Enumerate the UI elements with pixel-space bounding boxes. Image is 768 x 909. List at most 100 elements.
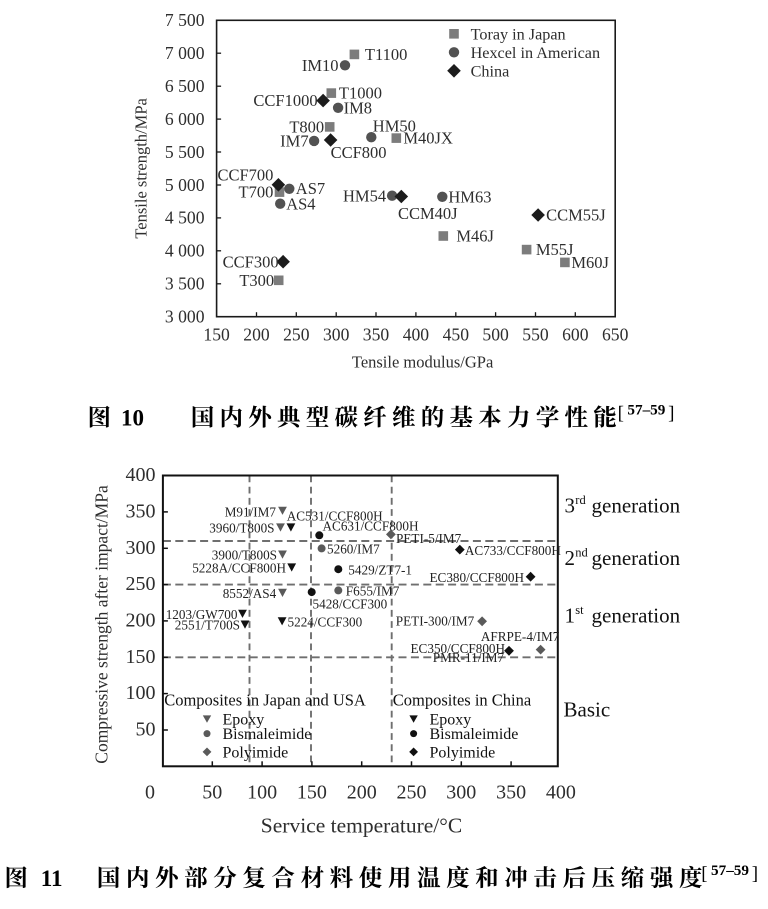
svg-text:150: 150 — [203, 325, 230, 345]
svg-text:100: 100 — [247, 782, 277, 804]
svg-text:200: 200 — [126, 610, 156, 632]
svg-text:1: 1 — [565, 604, 576, 628]
svg-text:IM8: IM8 — [344, 98, 372, 117]
svg-text:0: 0 — [145, 782, 155, 804]
svg-text:6 500: 6 500 — [165, 76, 205, 96]
svg-text:M46J: M46J — [456, 227, 494, 246]
svg-text:AS4: AS4 — [286, 194, 315, 213]
svg-text:st: st — [575, 603, 584, 617]
svg-text:T1000: T1000 — [339, 84, 382, 103]
svg-text:CCM55J: CCM55J — [546, 206, 606, 225]
svg-text:50: 50 — [136, 719, 156, 741]
svg-text:200: 200 — [243, 325, 270, 345]
svg-text:300: 300 — [126, 537, 156, 559]
svg-text:5 500: 5 500 — [165, 142, 205, 162]
svg-text:M60J: M60J — [571, 253, 609, 272]
svg-text:5428/CCF300: 5428/CCF300 — [313, 597, 388, 612]
svg-text:Basic: Basic — [564, 697, 611, 721]
svg-text:PETI-5/IM7: PETI-5/IM7 — [396, 531, 462, 546]
svg-text:6 000: 6 000 — [165, 109, 205, 129]
svg-text:8552/AS4: 8552/AS4 — [223, 586, 277, 601]
svg-text:IM10: IM10 — [302, 56, 339, 75]
svg-text:57–59: 57–59 — [711, 862, 749, 879]
svg-text:5429/ZT7-1: 5429/ZT7-1 — [348, 562, 412, 577]
svg-text:CCF300: CCF300 — [223, 252, 279, 271]
svg-text:[: [ — [618, 403, 624, 424]
svg-text:Bismaleimide: Bismaleimide — [430, 726, 519, 743]
svg-text:T1100: T1100 — [365, 45, 407, 64]
svg-text:generation: generation — [592, 546, 681, 570]
svg-text:EC350/CCF800H: EC350/CCF800H — [411, 641, 506, 656]
svg-text:PMR-11/IM7: PMR-11/IM7 — [433, 650, 505, 665]
svg-text:5 000: 5 000 — [165, 175, 205, 195]
svg-text:250: 250 — [126, 573, 156, 595]
svg-text:CCM40J: CCM40J — [398, 204, 458, 223]
svg-text:AC733/CCF800H: AC733/CCF800H — [465, 543, 561, 558]
svg-text:3900/T800S: 3900/T800S — [212, 548, 277, 563]
svg-text:250: 250 — [283, 325, 310, 345]
svg-text:Tensile strength/MPa: Tensile strength/MPa — [132, 97, 151, 238]
svg-text:400: 400 — [546, 782, 576, 804]
svg-text:AC531/CCF800H: AC531/CCF800H — [287, 509, 383, 524]
svg-text:5260/IM7: 5260/IM7 — [327, 542, 380, 557]
svg-text:Polyimide: Polyimide — [430, 744, 496, 761]
svg-text:500: 500 — [482, 325, 509, 345]
svg-text:Composites in China: Composites in China — [393, 690, 532, 709]
svg-text:China: China — [471, 62, 510, 80]
svg-text:350: 350 — [363, 325, 390, 345]
svg-text:10: 10 — [121, 405, 144, 431]
svg-text:3 000: 3 000 — [165, 307, 205, 327]
svg-text:350: 350 — [496, 782, 526, 804]
svg-text:EC380/CCF800H: EC380/CCF800H — [429, 570, 524, 585]
svg-text:550: 550 — [522, 325, 549, 345]
svg-text:5224/CCF300: 5224/CCF300 — [288, 615, 363, 630]
svg-text:M40JX: M40JX — [403, 129, 453, 148]
svg-text:CCF700: CCF700 — [218, 165, 274, 184]
svg-text:rd: rd — [575, 493, 586, 507]
svg-text:AC631/CCF800H: AC631/CCF800H — [323, 518, 419, 533]
svg-text:AFRPE-4/IM7: AFRPE-4/IM7 — [481, 629, 560, 644]
svg-text:generation: generation — [592, 493, 681, 517]
svg-text:Epoxy: Epoxy — [430, 712, 472, 729]
svg-text:Tensile modulus/GPa: Tensile modulus/GPa — [352, 353, 494, 372]
svg-text:Compressive strength after imp: Compressive strength after impact/MPa — [92, 485, 112, 764]
svg-text:]: ] — [752, 864, 758, 885]
svg-text:200: 200 — [347, 782, 377, 804]
svg-text:CCF1000: CCF1000 — [253, 91, 317, 110]
svg-text:450: 450 — [443, 325, 470, 345]
svg-text:T300: T300 — [239, 271, 274, 290]
svg-text:Polyimide: Polyimide — [223, 744, 289, 761]
svg-text:CCF800: CCF800 — [331, 143, 387, 162]
svg-text:250: 250 — [397, 782, 427, 804]
svg-text:generation: generation — [592, 604, 681, 628]
svg-text:57–59: 57–59 — [627, 402, 665, 419]
svg-text:50: 50 — [202, 782, 222, 804]
svg-text:Toray in Japan: Toray in Japan — [471, 25, 566, 43]
svg-text:Bismaleimide: Bismaleimide — [223, 726, 312, 743]
svg-text:AS7: AS7 — [296, 179, 325, 198]
svg-text:100: 100 — [126, 682, 156, 704]
svg-text:PETI-300/IM7: PETI-300/IM7 — [396, 614, 475, 629]
svg-text:HM50: HM50 — [373, 117, 416, 136]
svg-text:7 000: 7 000 — [165, 43, 205, 63]
svg-text:150: 150 — [297, 782, 327, 804]
svg-text:350: 350 — [126, 501, 156, 523]
svg-text:M55J: M55J — [536, 240, 574, 259]
svg-text:Hexcel in American: Hexcel in American — [471, 44, 600, 62]
svg-text:400: 400 — [126, 464, 156, 486]
svg-text:Composites in Japan and USA: Composites in Japan and USA — [164, 690, 366, 709]
svg-text:]: ] — [668, 403, 674, 424]
svg-text:4 000: 4 000 — [165, 241, 205, 261]
svg-text:Epoxy: Epoxy — [223, 712, 265, 729]
svg-text:600: 600 — [562, 325, 589, 345]
svg-text:2: 2 — [565, 546, 576, 570]
svg-text:3960/T800S: 3960/T800S — [209, 520, 274, 535]
svg-text:150: 150 — [126, 646, 156, 668]
svg-text:3 500: 3 500 — [165, 274, 205, 294]
svg-text:3: 3 — [565, 493, 576, 517]
svg-text:F655/IM7: F655/IM7 — [346, 584, 400, 599]
svg-text:400: 400 — [403, 325, 430, 345]
svg-text:2551/T700S: 2551/T700S — [175, 618, 240, 633]
svg-text:T700: T700 — [239, 183, 274, 202]
svg-text:HM63: HM63 — [448, 187, 491, 206]
